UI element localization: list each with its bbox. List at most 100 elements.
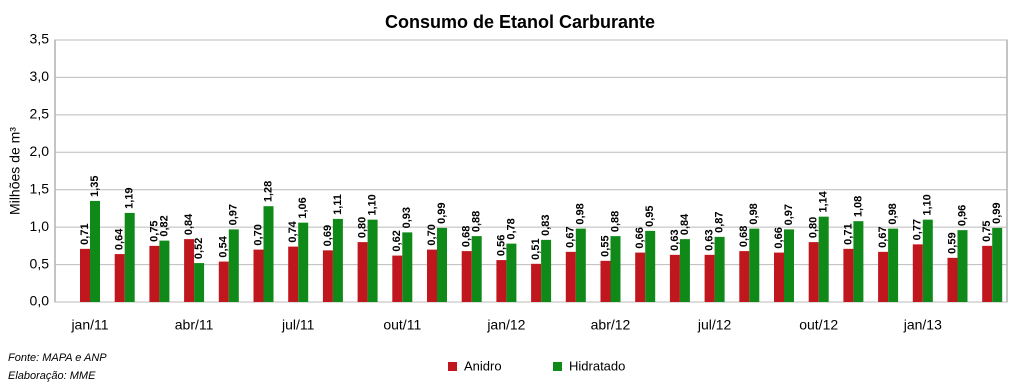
value-label: 0,70 [252,224,264,245]
bar [912,244,923,302]
bar [669,254,680,302]
value-label: 0,70 [426,224,438,245]
y-tick-label: 3,5 [30,31,50,47]
bar [184,239,195,302]
source-note: Elaboração: MME [8,370,96,382]
value-label: 0,52 [193,238,205,259]
y-tick-label: 0,5 [30,255,50,271]
bar [437,227,447,302]
value-label: 0,97 [228,204,240,225]
y-tick-label: 2,0 [30,143,50,159]
bar [357,242,368,302]
value-label: 0,84 [183,213,195,235]
bar [80,248,90,302]
x-tick-label: out/12 [799,317,838,333]
x-tick-label: jan/13 [903,317,942,333]
value-label: 0,77 [912,219,924,240]
bar [774,252,784,302]
value-label: 1,10 [922,194,934,215]
bar [531,263,542,302]
bar [253,249,264,302]
bar [947,257,958,302]
value-label: 0,97 [783,204,795,225]
bar [982,245,993,302]
value-label: 0,84 [679,213,691,235]
value-label: 0,55 [599,235,611,256]
bar [90,200,100,302]
y-tick-label: 2,5 [30,106,50,122]
legend-label: Hidratado [569,358,625,373]
bar [565,251,576,302]
x-tick-label: abr/11 [175,317,214,333]
value-label: 0,56 [495,235,507,256]
value-label: 0,82 [158,215,170,236]
bar [957,230,968,302]
bar [228,229,239,302]
x-tick-label: out/11 [383,317,421,333]
value-label: 0,63 [669,229,681,250]
bar [878,251,889,302]
value-label: 1,06 [297,197,309,218]
bar [600,260,611,302]
y-tick-label: 3,0 [30,68,50,84]
bar [679,239,690,302]
bar [541,239,552,302]
y-axis-label: Milhões de m³ [7,127,23,215]
value-label: 0,59 [946,232,958,253]
value-label: 1,11 [332,194,344,215]
bar [263,206,274,302]
value-label: 0,80 [808,217,820,238]
value-label: 0,71 [79,223,91,244]
source-note: Fonte: MAPA e ANP [8,352,107,364]
value-label: 0,68 [738,226,750,247]
bar [808,242,819,302]
legend-swatch [448,362,457,371]
bar [645,230,656,302]
value-label: 0,83 [540,214,552,235]
value-label: 0,80 [357,217,369,238]
value-label: 1,14 [818,190,830,212]
chart-title: Consumo de Etanol Carburante [385,12,655,32]
value-label: 0,51 [530,238,542,259]
bar [496,260,507,302]
bar [194,263,205,302]
value-label: 0,66 [773,227,785,248]
value-label: 1,35 [89,176,101,197]
bar [992,227,1003,302]
value-label: 0,88 [609,211,621,232]
value-label: 0,63 [704,229,716,250]
x-tick-label: abr/12 [591,317,631,333]
x-tick-label: jul/11 [281,317,315,333]
value-label: 0,71 [842,223,854,244]
value-label: 0,95 [644,205,656,226]
value-label: 0,87 [714,211,726,232]
value-label: 0,75 [148,220,160,241]
value-label: 0,78 [505,218,517,239]
value-label: 0,99 [436,202,448,223]
bar [288,246,299,302]
bar [471,236,482,302]
value-label: 0,98 [748,203,760,224]
value-label: 0,96 [956,205,968,226]
bar [635,252,646,302]
legend-label: Anidro [464,358,502,373]
bar [461,251,472,302]
bar [298,222,309,302]
bar [124,212,135,302]
bar [749,228,760,302]
bar [784,229,794,302]
bar [704,254,715,302]
x-tick-label: jan/12 [486,317,525,333]
y-tick-label: 1,5 [30,180,50,196]
legend-swatch [553,362,562,371]
bar [402,232,413,302]
value-label: 0,99 [991,202,1003,223]
value-label: 1,10 [367,194,379,215]
bar [843,248,854,302]
bar [888,228,899,302]
value-label: 0,74 [287,220,299,242]
bar [714,236,725,302]
value-label: 0,75 [981,220,993,241]
value-label: 0,64 [114,228,126,250]
